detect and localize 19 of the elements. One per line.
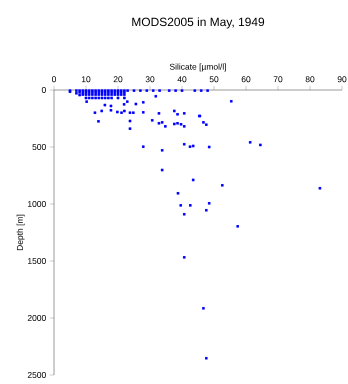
y-axis-title: Depth [m]: [16, 214, 25, 250]
x-tick-label: 90: [338, 76, 346, 82]
y-tick-label: 2000: [28, 315, 46, 321]
y-tick-label: 2500: [28, 372, 46, 378]
chart-title: MODS2005 in May, 1949: [132, 17, 264, 29]
y-tick-label: 1000: [28, 201, 46, 207]
x-tick-label: 20: [114, 76, 122, 82]
y-tick-label: 1500: [28, 258, 46, 264]
x-tick-label: 80: [306, 76, 314, 82]
x-tick-label: 60: [242, 76, 250, 82]
y-tick-label: 0: [42, 87, 46, 93]
x-tick-label: 70: [274, 76, 282, 82]
y-tick-label: 500: [32, 144, 46, 150]
x-tick-label: 40: [177, 76, 186, 82]
x-axis-title: Silicate [µmol/l]: [170, 63, 226, 72]
x-tick-label: 50: [210, 76, 218, 82]
x-tick-label: 30: [146, 76, 154, 82]
x-tick-label: 0: [52, 76, 56, 82]
x-tick-label: 10: [82, 76, 90, 82]
